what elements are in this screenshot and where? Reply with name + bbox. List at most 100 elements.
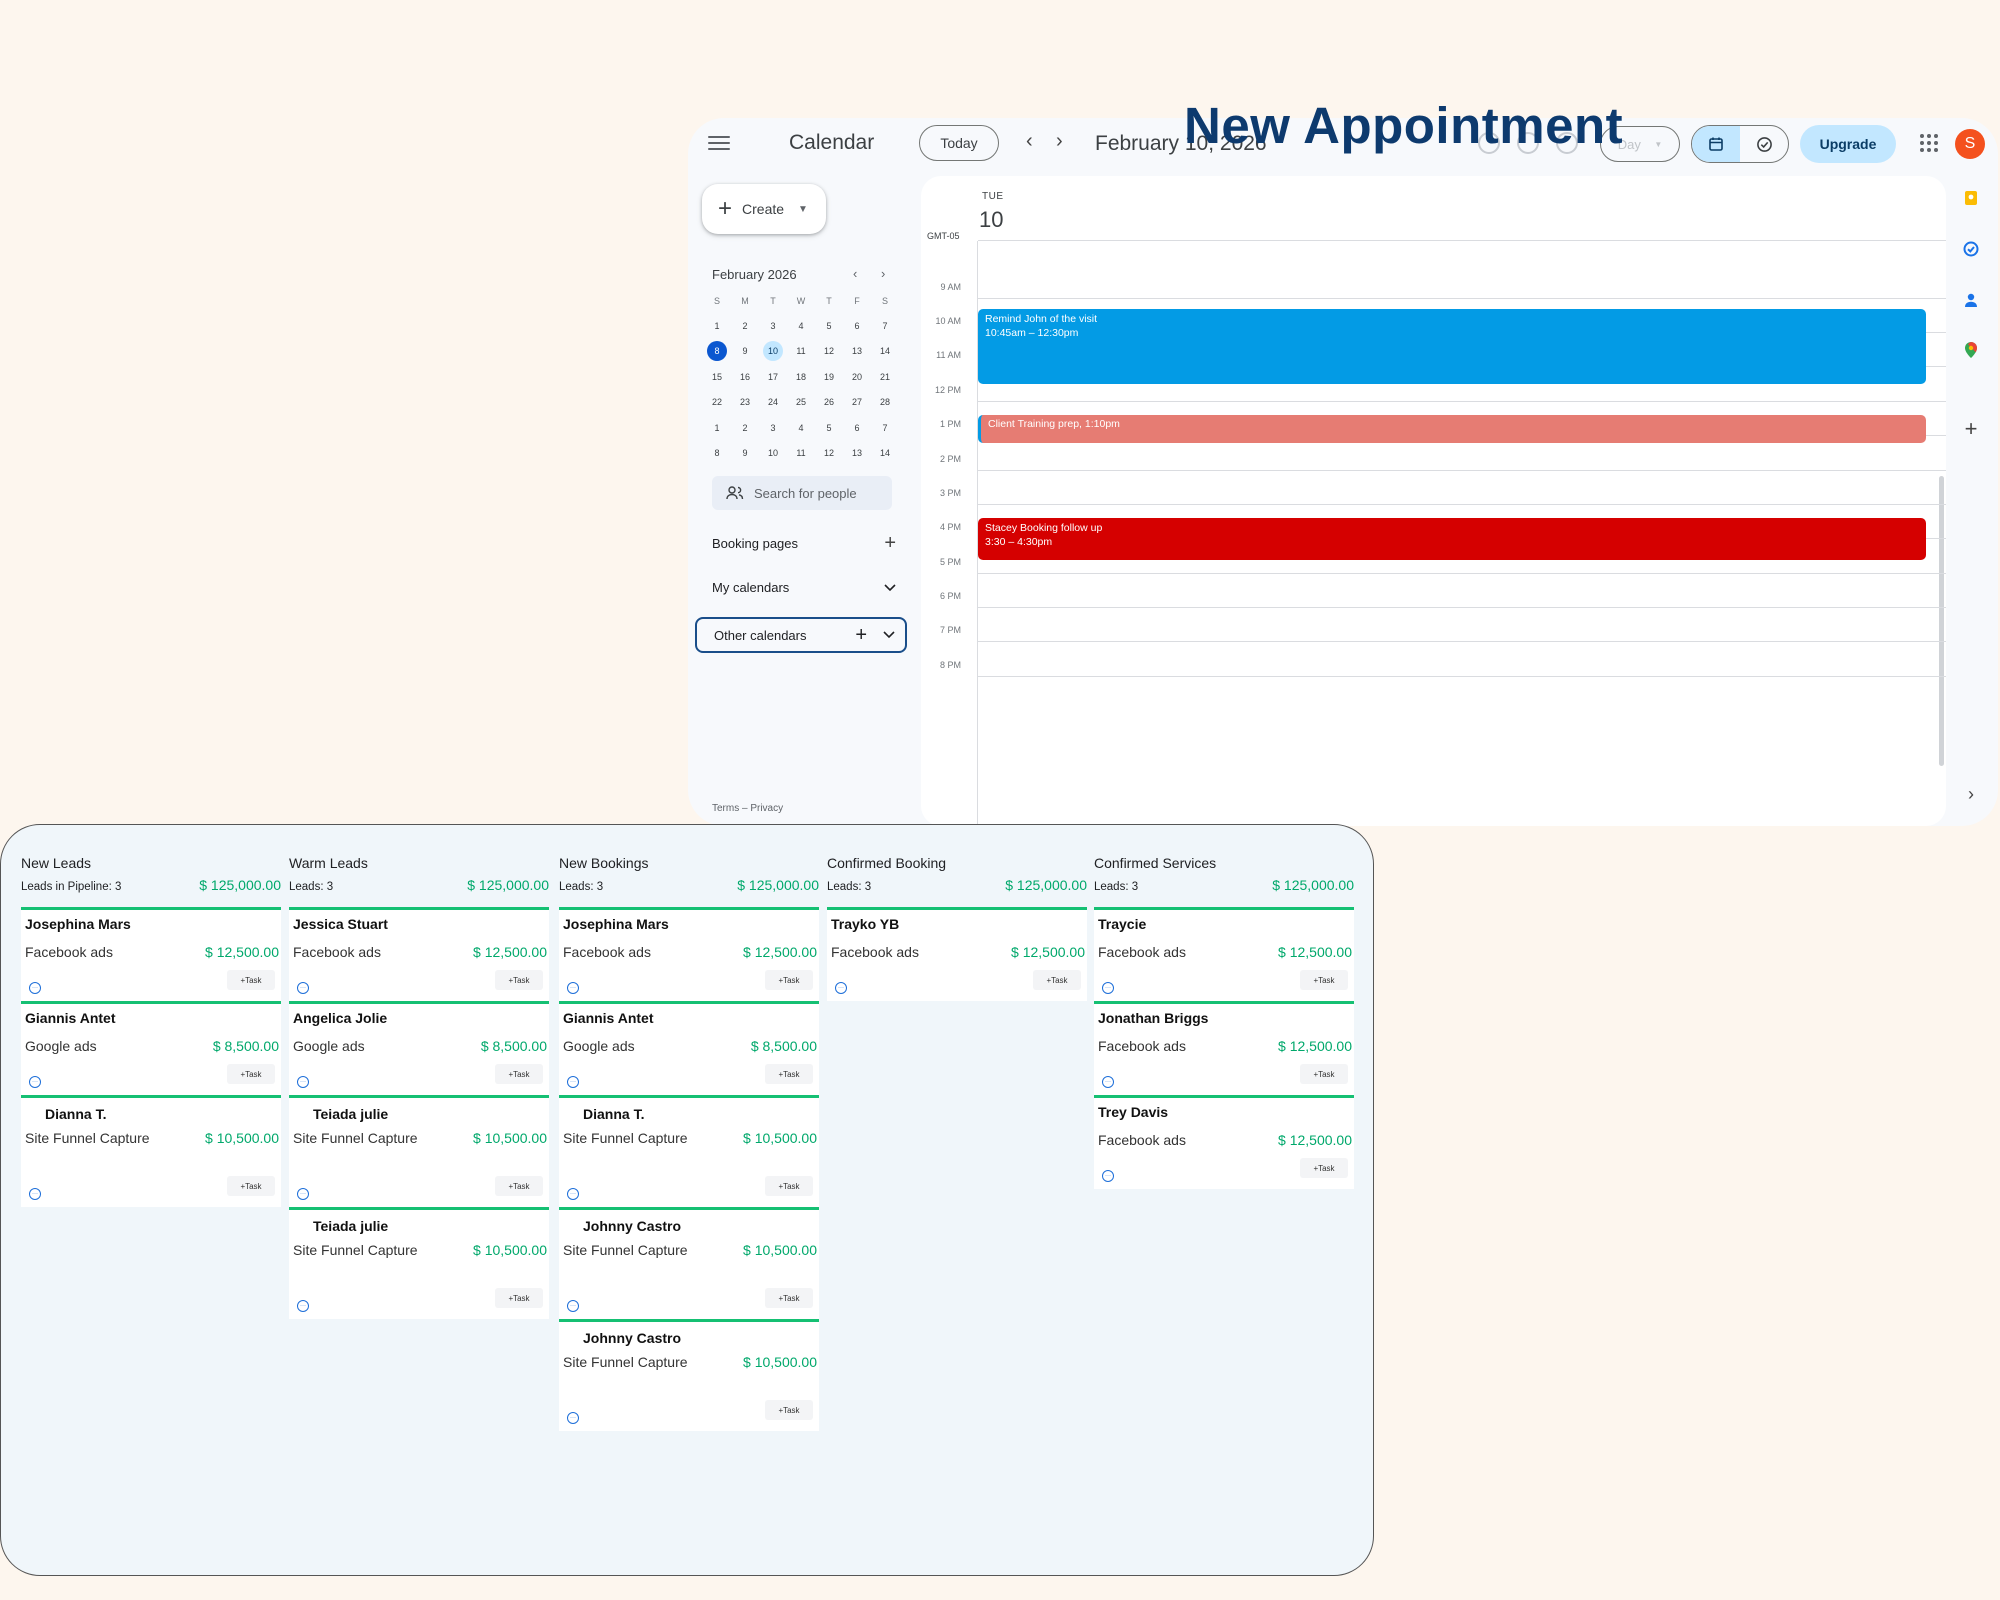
mini-calendar-day[interactable]: 6 (843, 415, 871, 441)
mini-calendar-day[interactable]: 13 (843, 339, 871, 365)
lead-card[interactable]: Traycie Facebook ads $ 12,500.00 ··· +Task (1094, 907, 1354, 1001)
mini-calendar-day[interactable]: 19 (815, 364, 843, 390)
lead-card[interactable]: Jonathan Briggs Facebook ads $ 12,500.00 ··… (1094, 1001, 1354, 1095)
lead-name[interactable]: Josephina Mars (563, 916, 669, 932)
chevron-down-icon[interactable] (884, 583, 896, 592)
mini-calendar-day[interactable]: 14 (871, 441, 899, 467)
mini-calendar-day[interactable]: 10 (759, 441, 787, 467)
chat-bubble-icon[interactable]: ··· (567, 982, 579, 994)
keep-icon[interactable] (1963, 190, 1979, 206)
chat-bubble-icon[interactable]: ··· (1102, 982, 1114, 994)
chat-bubble-icon[interactable]: ··· (297, 1076, 309, 1088)
lead-card[interactable]: Trayko YB Facebook ads $ 12,500.00 ··· +Task (827, 907, 1087, 1001)
mini-calendar-day[interactable]: 27 (843, 390, 871, 416)
mini-calendar-day[interactable]: 25 (787, 390, 815, 416)
mini-calendar-day[interactable]: 11 (787, 339, 815, 365)
chat-bubble-icon[interactable]: ··· (297, 1188, 309, 1200)
lead-card[interactable]: Teiada julie Site Funnel Capture $ 10,500.… (289, 1207, 549, 1319)
next-day-icon[interactable]: › (1056, 130, 1063, 152)
chevron-down-icon[interactable] (883, 631, 895, 639)
calendar-event[interactable]: Remind John of the visit 10:45am – 12:30p… (978, 309, 1926, 384)
lead-name[interactable]: Giannis Antet (25, 1010, 116, 1026)
create-button[interactable]: + Create ▼ (702, 184, 826, 234)
avatar[interactable]: S (1955, 129, 1985, 159)
lead-card[interactable]: Jessica Stuart Facebook ads $ 12,500.00 ···… (289, 907, 549, 1001)
previous-day-icon[interactable]: ‹ (1026, 130, 1033, 152)
mini-calendar-day[interactable]: 15 (703, 364, 731, 390)
add-task-button[interactable]: +Task (765, 1288, 813, 1308)
maps-icon[interactable] (1963, 342, 1979, 358)
booking-pages-row[interactable]: Booking pages + (712, 532, 908, 555)
vertical-scrollbar[interactable] (1939, 476, 1944, 766)
lead-name[interactable]: Dianna T. (45, 1106, 107, 1122)
lead-name[interactable]: Josephina Mars (25, 916, 131, 932)
search-icon[interactable] (1478, 132, 1500, 154)
mini-calendar-day[interactable]: 18 (787, 364, 815, 390)
chat-bubble-icon[interactable]: ··· (297, 1300, 309, 1312)
mini-calendar-day[interactable]: 5 (815, 415, 843, 441)
chat-bubble-icon[interactable]: ··· (1102, 1076, 1114, 1088)
add-task-button[interactable]: +Task (765, 1400, 813, 1420)
mini-next-month-icon[interactable]: › (881, 266, 886, 281)
lead-card[interactable]: Johnny Castro Site Funnel Capture $ 10,500… (559, 1319, 819, 1431)
mini-calendar-day[interactable]: 1 (703, 415, 731, 441)
add-task-button[interactable]: +Task (227, 970, 275, 990)
plus-icon[interactable]: + (855, 623, 867, 646)
lead-card[interactable]: Dianna T. Site Funnel Capture $ 10,500.00 ·… (559, 1095, 819, 1207)
chat-bubble-icon[interactable]: ··· (567, 1076, 579, 1088)
mini-calendar-day[interactable]: 5 (815, 313, 843, 339)
tasks-view-toggle[interactable] (1740, 126, 1788, 162)
add-task-button[interactable]: +Task (227, 1176, 275, 1196)
calendar-event[interactable]: Stacey Booking follow up 3:30 – 4:30pm (978, 518, 1926, 560)
mini-calendar-day[interactable]: 4 (787, 415, 815, 441)
apps-grid-icon[interactable] (1920, 134, 1938, 152)
mini-calendar-day[interactable]: 9 (731, 441, 759, 467)
lead-name[interactable]: Johnny Castro (583, 1218, 682, 1234)
mini-prev-month-icon[interactable]: ‹ (853, 266, 858, 281)
lead-name[interactable]: Teiada julie (313, 1218, 389, 1234)
mini-calendar-day[interactable]: 11 (787, 441, 815, 467)
lead-name[interactable]: Angelica Jolie (293, 1010, 388, 1026)
lead-card[interactable]: Teiada julie Site Funnel Capture $ 10,500.… (289, 1095, 549, 1207)
lead-card[interactable]: Giannis Antet Google ads $ 8,500.00 ··· +Tas… (21, 1001, 281, 1095)
mini-calendar-day[interactable]: 4 (787, 313, 815, 339)
add-task-button[interactable]: +Task (765, 970, 813, 990)
mini-calendar-day[interactable]: 22 (703, 390, 731, 416)
lead-name[interactable]: Teiada julie (313, 1106, 389, 1122)
add-task-button[interactable]: +Task (495, 1288, 543, 1308)
mini-calendar-day[interactable]: 23 (731, 390, 759, 416)
mini-calendar-day[interactable]: 12 (815, 441, 843, 467)
main-menu-button[interactable] (708, 132, 730, 154)
lead-name[interactable]: Dianna T. (583, 1106, 645, 1122)
mini-calendar-day[interactable]: 10 (759, 339, 787, 365)
expand-panel-icon[interactable]: › (1968, 783, 1974, 804)
mini-calendar-day[interactable]: 28 (871, 390, 899, 416)
lead-card[interactable]: Angelica Jolie Google ads $ 8,500.00 ··· +Ta… (289, 1001, 549, 1095)
chat-bubble-icon[interactable]: ··· (567, 1188, 579, 1200)
mini-calendar-day[interactable]: 1 (703, 313, 731, 339)
mini-calendar-day[interactable]: 21 (871, 364, 899, 390)
lead-card[interactable]: Josephina Mars Facebook ads $ 12,500.00 ···… (559, 907, 819, 1001)
chat-bubble-icon[interactable]: ··· (835, 982, 847, 994)
contacts-icon[interactable] (1963, 292, 1979, 308)
mini-calendar-day[interactable]: 13 (843, 441, 871, 467)
day-number[interactable]: 10 (979, 207, 1004, 232)
mini-calendar-day[interactable]: 3 (759, 313, 787, 339)
add-task-button[interactable]: +Task (495, 1064, 543, 1084)
plus-icon[interactable]: + (884, 532, 896, 554)
calendar-view-toggle[interactable] (1692, 126, 1740, 162)
add-addon-icon[interactable]: + (1964, 416, 1978, 441)
mini-calendar-day[interactable]: 17 (759, 364, 787, 390)
mini-calendar-day[interactable]: 9 (731, 339, 759, 365)
view-select[interactable]: Day ▼ (1600, 126, 1680, 162)
lead-name[interactable]: Jonathan Briggs (1098, 1010, 1209, 1026)
mini-calendar-day[interactable]: 7 (871, 313, 899, 339)
mini-calendar-day[interactable]: 16 (731, 364, 759, 390)
mini-calendar-day[interactable]: 8 (703, 441, 731, 467)
lead-name[interactable]: Jessica Stuart (293, 916, 388, 932)
lead-name[interactable]: Giannis Antet (563, 1010, 654, 1026)
chat-bubble-icon[interactable]: ··· (29, 1188, 41, 1200)
chat-bubble-icon[interactable]: ··· (297, 982, 309, 994)
mini-calendar-day[interactable]: 3 (759, 415, 787, 441)
lead-name[interactable]: Traycie (1098, 916, 1147, 932)
